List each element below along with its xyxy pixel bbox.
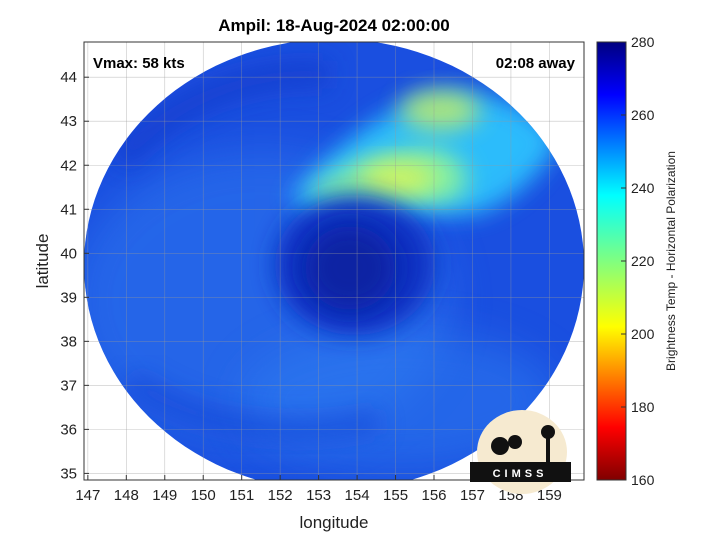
y-axis-label: latitude [33,234,52,289]
x-tick-label: 150 [191,487,216,504]
y-axis: 35 36 37 38 39 40 41 42 43 44 [60,69,89,482]
colorbar-tick-label: 220 [631,253,655,269]
colorbar-tick-label: 200 [631,326,655,342]
x-tick-label: 153 [306,487,331,504]
colorbar-tick-label: 160 [631,472,655,488]
colorbar-ticks: 160 180 200 220 240 260 280 [621,34,655,488]
x-tick-label: 151 [229,487,254,504]
y-tick-label: 38 [60,333,77,350]
grid-lines [84,42,584,480]
x-tick-label: 159 [537,487,562,504]
colorbar-tick-label: 240 [631,180,655,196]
y-tick-label: 42 [60,157,77,174]
colorbar-label: Brightness Temp - Horizontal Polarizatio… [664,151,678,371]
x-axis-label: longitude [299,513,368,532]
vmax-annotation: Vmax: 58 kts [93,55,185,72]
chart-title: Ampil: 18-Aug-2024 02:00:00 [218,16,449,35]
x-tick-label: 155 [383,487,408,504]
y-tick-label: 40 [60,245,77,262]
x-tick-label: 152 [268,487,293,504]
logo-text: CIMSS [493,468,548,480]
x-tick-label: 149 [152,487,177,504]
x-tick-label: 154 [345,487,370,504]
y-tick-label: 36 [60,421,77,438]
x-tick-label: 156 [421,487,446,504]
y-tick-label: 35 [60,465,77,482]
time-away-annotation: 02:08 away [496,55,576,72]
x-axis: 147 148 149 150 151 152 153 154 155 156 157 158 159 [75,475,562,504]
colorbar-tick-label: 280 [631,34,655,50]
swath-image [84,42,584,480]
y-tick-label: 43 [60,113,77,130]
y-tick-label: 41 [60,201,77,218]
y-tick-label: 37 [60,377,77,394]
colorbar-tick-label: 260 [631,107,655,123]
x-tick-label: 157 [460,487,485,504]
y-tick-label: 44 [60,69,77,86]
cimss-logo: CIMSS [470,410,571,494]
y-tick-label: 39 [60,289,77,306]
x-tick-label: 147 [75,487,100,504]
colorbar-tick-label: 180 [631,399,655,415]
x-tick-label: 148 [114,487,139,504]
plot-border [83,41,585,481]
